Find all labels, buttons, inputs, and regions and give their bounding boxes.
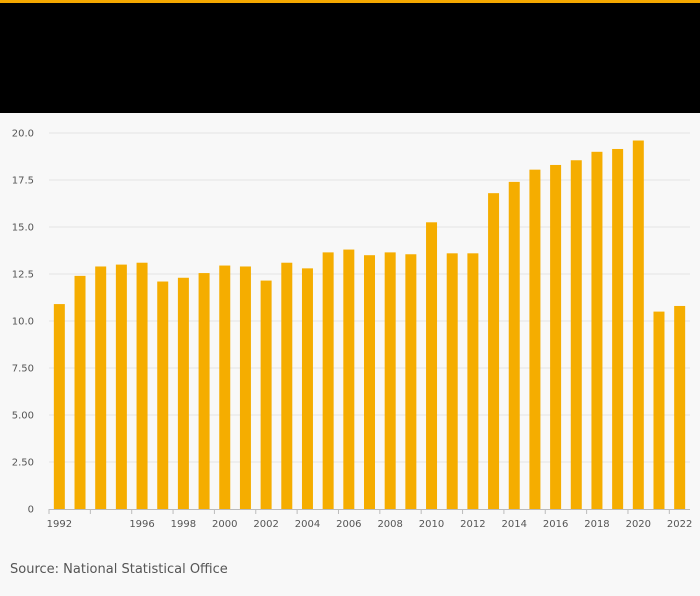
bar-2001	[239, 266, 251, 509]
bar-1995	[115, 264, 127, 509]
x-tick-label: 2022	[667, 519, 692, 530]
bar-2004	[301, 268, 313, 509]
bar-2021	[653, 311, 665, 509]
bar-2020	[632, 140, 644, 509]
bar-2009	[405, 254, 417, 509]
y-tick-label: 5.00	[12, 411, 34, 422]
grid-lines	[49, 132, 690, 463]
y-tick-label: 10.0	[12, 317, 34, 328]
x-tick-label: 2012	[460, 519, 485, 530]
bar-1998	[177, 277, 189, 509]
x-tick-label: 2006	[336, 519, 361, 530]
x-tick-label: 2008	[377, 519, 402, 530]
bar-chart: 0 2.50 5.00 7.50 10.0 12.5 15.0 17.5 20.0 1992 199…	[0, 113, 700, 553]
bar-1997	[157, 281, 169, 509]
bar-2013	[488, 193, 500, 509]
chart-svg: 0 2.50 5.00 7.50 10.0 12.5 15.0 17.5 20.0 1992 199…	[12, 129, 693, 531]
bar-1993	[74, 275, 86, 509]
axes: 0 2.50 5.00 7.50 10.0 12.5 15.0 17.5 20.0 1992 199…	[12, 129, 693, 531]
bar-1996	[136, 262, 148, 509]
bar-2015	[529, 169, 541, 509]
bar-2010	[426, 222, 438, 510]
x-tick-label: 2004	[295, 519, 320, 530]
x-tick-label: 2014	[502, 519, 527, 530]
x-tick-label: 2016	[543, 519, 568, 530]
bar-2002	[260, 280, 272, 509]
bar-2000	[219, 265, 231, 509]
x-tick-label: 2002	[253, 519, 278, 530]
bar-1994	[95, 266, 107, 509]
y-tick-label: 17.5	[12, 176, 34, 187]
y-tick-label: 7.50	[12, 364, 34, 375]
bar-2018	[591, 151, 603, 510]
bar-2012	[467, 253, 479, 509]
header-band	[0, 3, 700, 113]
x-tick-label: 2018	[584, 519, 609, 530]
bar-1999	[198, 273, 210, 509]
source-note: Source: National Statistical Office	[10, 562, 228, 577]
bars	[53, 140, 686, 510]
bar-2014	[508, 181, 520, 509]
x-tick-label: 2020	[626, 519, 651, 530]
bar-2017	[570, 160, 582, 509]
bar-2019	[612, 148, 624, 510]
y-tick-label: 0	[28, 505, 34, 516]
y-tick-label: 20.0	[12, 129, 34, 140]
x-tick-label: 2010	[419, 519, 444, 530]
x-tick-label: 1992	[47, 519, 72, 530]
x-tick-label: 2000	[212, 519, 237, 530]
accent-bar	[0, 0, 700, 3]
bar-2008	[384, 252, 396, 509]
x-tick-label: 1996	[129, 519, 154, 530]
bar-2022	[674, 305, 686, 509]
bar-2007	[364, 255, 375, 509]
x-tick-label: 1998	[171, 519, 196, 530]
bar-2006	[343, 249, 355, 509]
bar-2005	[322, 252, 334, 509]
y-tick-label: 2.50	[12, 458, 34, 469]
bar-1992	[53, 304, 65, 509]
y-tick-label: 15.0	[12, 223, 34, 234]
bar-2003	[281, 262, 293, 509]
bar-2011	[446, 253, 458, 509]
y-tick-label: 12.5	[12, 270, 34, 281]
bar-2016	[550, 164, 562, 509]
